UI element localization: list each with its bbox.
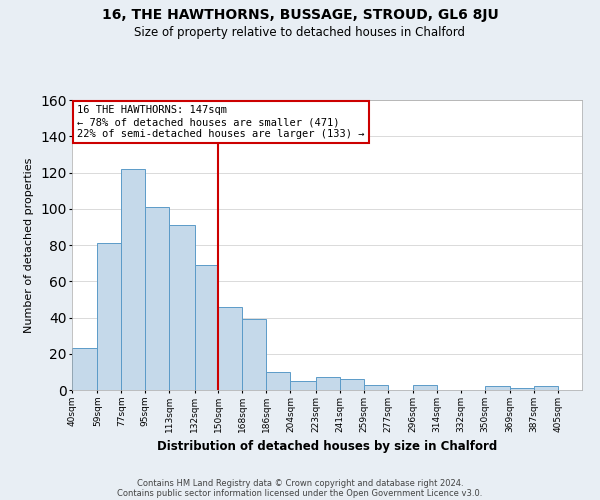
Bar [510, 388, 534, 390]
Bar [266, 372, 290, 390]
Bar [534, 386, 558, 390]
Text: Size of property relative to detached houses in Chalford: Size of property relative to detached ho… [134, 26, 466, 39]
Bar [242, 320, 266, 390]
Bar [290, 381, 316, 390]
Text: 16, THE HAWTHORNS, BUSSAGE, STROUD, GL6 8JU: 16, THE HAWTHORNS, BUSSAGE, STROUD, GL6 … [101, 8, 499, 22]
Bar [316, 378, 340, 390]
Text: 16 THE HAWTHORNS: 147sqm
← 78% of detached houses are smaller (471)
22% of semi-: 16 THE HAWTHORNS: 147sqm ← 78% of detach… [77, 106, 365, 138]
Bar [364, 384, 388, 390]
Bar [97, 243, 121, 390]
Text: Contains HM Land Registry data © Crown copyright and database right 2024.: Contains HM Land Registry data © Crown c… [137, 478, 463, 488]
Bar [145, 207, 169, 390]
Bar [218, 306, 242, 390]
Bar [72, 348, 97, 390]
Bar [169, 225, 194, 390]
Bar [121, 169, 145, 390]
Y-axis label: Number of detached properties: Number of detached properties [25, 158, 34, 332]
Bar [413, 384, 437, 390]
X-axis label: Distribution of detached houses by size in Chalford: Distribution of detached houses by size … [157, 440, 497, 454]
Text: Contains public sector information licensed under the Open Government Licence v3: Contains public sector information licen… [118, 488, 482, 498]
Bar [194, 265, 218, 390]
Bar [485, 386, 510, 390]
Bar [340, 379, 364, 390]
